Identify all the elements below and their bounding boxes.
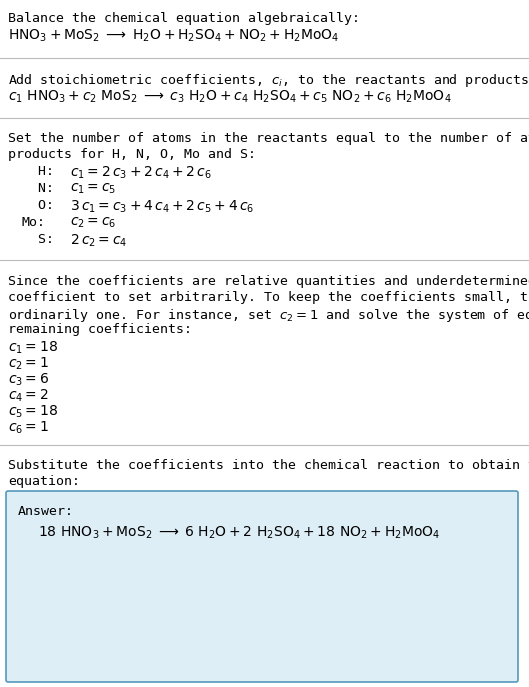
Text: $c_2 = 1$: $c_2 = 1$	[8, 356, 49, 372]
Text: $c_6 = 1$: $c_6 = 1$	[8, 420, 49, 436]
Text: Set the number of atoms in the reactants equal to the number of atoms in the: Set the number of atoms in the reactants…	[8, 132, 529, 145]
Text: $\mathrm{HNO_3 + MoS_2 \;\longrightarrow\; H_2O + H_2SO_4 + NO_2 + H_2MoO_4}$: $\mathrm{HNO_3 + MoS_2 \;\longrightarrow…	[8, 28, 339, 45]
Text: N:: N:	[22, 182, 54, 195]
Text: Since the coefficients are relative quantities and underdetermined, choose a: Since the coefficients are relative quan…	[8, 275, 529, 288]
Text: $c_3 = 6$: $c_3 = 6$	[8, 372, 49, 388]
Text: products for H, N, O, Mo and S:: products for H, N, O, Mo and S:	[8, 148, 256, 161]
Text: $c_5 = 18$: $c_5 = 18$	[8, 404, 58, 420]
Text: $c_1 = 18$: $c_1 = 18$	[8, 340, 58, 357]
Text: O:: O:	[22, 199, 54, 212]
Text: Add stoichiometric coefficients, $c_i$, to the reactants and products:: Add stoichiometric coefficients, $c_i$, …	[8, 72, 529, 89]
Text: Mo:: Mo:	[22, 216, 46, 229]
Text: remaining coefficients:: remaining coefficients:	[8, 323, 192, 336]
Text: ordinarily one. For instance, set $c_2 = 1$ and solve the system of equations fo: ordinarily one. For instance, set $c_2 =…	[8, 307, 529, 324]
Text: $c_1 = 2\,c_3 + 2\,c_4 + 2\,c_6$: $c_1 = 2\,c_3 + 2\,c_4 + 2\,c_6$	[70, 165, 212, 181]
Text: $3\,c_1 = c_3 + 4\,c_4 + 2\,c_5 + 4\,c_6$: $3\,c_1 = c_3 + 4\,c_4 + 2\,c_5 + 4\,c_6…	[70, 199, 254, 216]
Text: Balance the chemical equation algebraically:: Balance the chemical equation algebraica…	[8, 12, 360, 25]
Text: $c_1\ \mathrm{HNO_3} + c_2\ \mathrm{MoS_2} \;\longrightarrow\; c_3\ \mathrm{H_2O: $c_1\ \mathrm{HNO_3} + c_2\ \mathrm{MoS_…	[8, 89, 452, 105]
Text: S:: S:	[22, 233, 54, 246]
Text: coefficient to set arbitrarily. To keep the coefficients small, the arbitrary va: coefficient to set arbitrarily. To keep …	[8, 291, 529, 304]
Text: Substitute the coefficients into the chemical reaction to obtain the balanced: Substitute the coefficients into the che…	[8, 459, 529, 472]
Text: equation:: equation:	[8, 475, 80, 488]
Text: $c_2 = c_6$: $c_2 = c_6$	[70, 216, 116, 230]
Text: $c_4 = 2$: $c_4 = 2$	[8, 388, 49, 405]
Text: $18\ \mathrm{HNO_3} + \mathrm{MoS_2} \;\longrightarrow\; 6\ \mathrm{H_2O} + 2\ \: $18\ \mathrm{HNO_3} + \mathrm{MoS_2} \;\…	[38, 525, 440, 541]
FancyBboxPatch shape	[6, 491, 518, 682]
Text: $2\,c_2 = c_4$: $2\,c_2 = c_4$	[70, 233, 127, 249]
Text: H:: H:	[22, 165, 54, 178]
Text: Answer:: Answer:	[18, 505, 74, 518]
Text: $c_1 = c_5$: $c_1 = c_5$	[70, 182, 116, 196]
